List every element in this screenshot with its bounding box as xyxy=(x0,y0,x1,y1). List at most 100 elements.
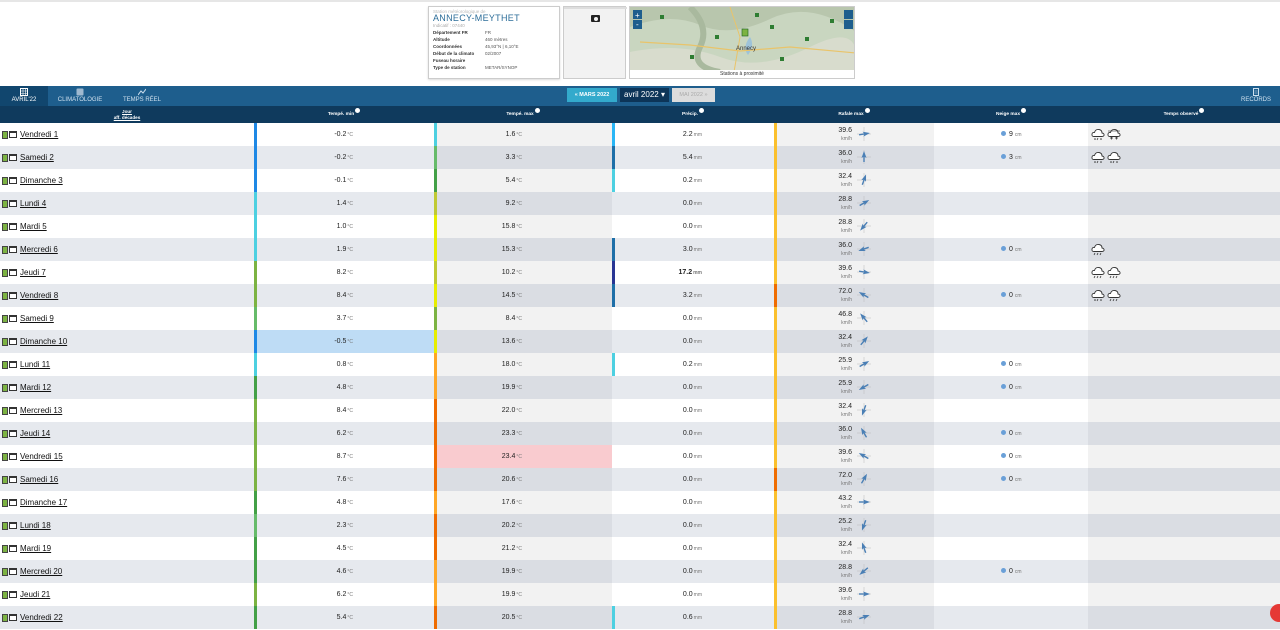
day-link[interactable]: Lundi 18 xyxy=(20,521,51,530)
calendar-icon[interactable] xyxy=(9,430,17,437)
calendar-icon[interactable] xyxy=(9,476,17,483)
weather-day-icon[interactable] xyxy=(2,521,8,530)
info-icon[interactable] xyxy=(864,108,870,113)
day-link[interactable]: Lundi 4 xyxy=(20,199,47,208)
weather-day-icon[interactable] xyxy=(2,383,8,392)
weather-day-icon[interactable] xyxy=(2,199,8,208)
current-month-select[interactable]: avril 2022 ▾ xyxy=(620,88,669,102)
day-link[interactable]: Dimanche 3 xyxy=(20,176,63,185)
day-link[interactable]: Mardi 12 xyxy=(20,383,52,392)
calendar-icon[interactable] xyxy=(9,384,17,391)
day-link[interactable]: Vendredi 15 xyxy=(20,452,63,461)
precip-unit: mm xyxy=(693,546,702,552)
col-precip[interactable]: Précip. xyxy=(612,106,774,123)
calendar-icon[interactable] xyxy=(9,614,17,621)
weather-day-icon[interactable] xyxy=(2,613,8,622)
weather-day-icon[interactable] xyxy=(2,567,8,576)
nearby-stations-map[interactable]: Annecy + - Stations à proximité xyxy=(629,6,855,79)
day-link[interactable]: Samedi 16 xyxy=(20,475,59,484)
info-icon[interactable] xyxy=(1021,108,1026,113)
col-weather[interactable]: Temps observé xyxy=(1088,106,1280,123)
weather-day-icon[interactable] xyxy=(2,268,8,277)
wind-direction-icon xyxy=(857,334,871,348)
day-link[interactable]: Vendredi 22 xyxy=(20,613,63,622)
info-icon[interactable] xyxy=(1199,108,1205,113)
day-link[interactable]: Jeudi 7 xyxy=(20,268,46,277)
weather-day-icon[interactable] xyxy=(2,176,8,185)
day-link[interactable]: Dimanche 10 xyxy=(20,337,68,346)
day-link[interactable]: Lundi 11 xyxy=(20,360,51,369)
weather-day-icon[interactable] xyxy=(2,498,8,507)
weather-day-icon[interactable] xyxy=(2,429,8,438)
day-link[interactable]: Jeudi 21 xyxy=(20,590,51,599)
tab-avril[interactable]: AVRIL'22 xyxy=(0,86,48,106)
calendar-icon[interactable] xyxy=(9,591,17,598)
weather-day-icon[interactable] xyxy=(2,590,8,599)
calendar-icon[interactable] xyxy=(9,177,17,184)
col-day[interactable]: Jour aff. décades xyxy=(0,106,254,123)
info-icon[interactable] xyxy=(355,108,361,113)
day-link[interactable]: Mardi 19 xyxy=(20,544,52,553)
calendar-icon[interactable] xyxy=(9,223,17,230)
tab-temps-reel[interactable]: TEMPS RÉEL xyxy=(114,86,170,106)
station-photo[interactable] xyxy=(563,6,627,79)
weather-day-icon[interactable] xyxy=(2,406,8,415)
precip-cell: 0.0mm xyxy=(612,445,774,468)
day-cell: Jeudi 7 xyxy=(0,261,254,284)
day-link[interactable]: Samedi 2 xyxy=(20,153,54,162)
calendar-icon[interactable] xyxy=(9,246,17,253)
prev-month-button[interactable]: « MARS 2022 xyxy=(567,88,617,102)
calendar-icon[interactable] xyxy=(9,453,17,460)
precip-value: 0.0mm xyxy=(612,583,702,606)
day-link[interactable]: Mercredi 20 xyxy=(20,567,63,576)
col-tmax[interactable]: Tempé. max xyxy=(434,106,612,123)
weather-day-icon[interactable] xyxy=(2,314,8,323)
day-link[interactable]: Samedi 9 xyxy=(20,314,54,323)
camera-icon[interactable] xyxy=(591,15,600,22)
col-tmin[interactable]: Tempé. min xyxy=(254,106,434,123)
calendar-icon[interactable] xyxy=(9,499,17,506)
weather-day-icon[interactable] xyxy=(2,360,8,369)
calendar-icon[interactable] xyxy=(9,315,17,322)
calendar-icon[interactable] xyxy=(9,407,17,414)
weather-day-icon[interactable] xyxy=(2,153,8,162)
day-link[interactable]: Mercredi 6 xyxy=(20,245,58,254)
calendar-icon[interactable] xyxy=(9,522,17,529)
weather-day-icon[interactable] xyxy=(2,337,8,346)
calendar-icon[interactable] xyxy=(9,131,17,138)
weather-day-icon[interactable] xyxy=(2,475,8,484)
weather-day-icon[interactable] xyxy=(2,245,8,254)
wind-value: 39.6 km/h xyxy=(774,123,852,146)
calendar-icon[interactable] xyxy=(9,269,17,276)
map-canvas[interactable]: Annecy + - xyxy=(630,7,855,72)
calendar-icon[interactable] xyxy=(9,200,17,207)
station-name[interactable]: ANNECY-MEYTHET xyxy=(433,13,520,23)
records-button[interactable]: RECORDS xyxy=(1236,86,1276,106)
info-icon[interactable] xyxy=(534,108,540,113)
col-snow[interactable]: Neige max xyxy=(934,106,1088,123)
day-link[interactable]: Mardi 5 xyxy=(20,222,47,231)
day-link[interactable]: Vendredi 8 xyxy=(20,291,59,300)
weather-day-icon[interactable] xyxy=(2,291,8,300)
calendar-icon[interactable] xyxy=(9,545,17,552)
floating-action-button[interactable] xyxy=(1270,604,1280,622)
calendar-icon[interactable] xyxy=(9,568,17,575)
day-link[interactable]: Jeudi 14 xyxy=(20,429,51,438)
calendar-icon[interactable] xyxy=(9,338,17,345)
next-month-button[interactable]: MAI 2022 » xyxy=(672,88,715,102)
calendar-icon[interactable] xyxy=(9,361,17,368)
day-cell: Samedi 9 xyxy=(0,307,254,330)
weather-day-icon[interactable] xyxy=(2,222,8,231)
weather-day-icon[interactable] xyxy=(2,130,8,139)
calendar-icon[interactable] xyxy=(9,154,17,161)
weather-day-icon[interactable] xyxy=(2,452,8,461)
col-day-decades-link[interactable]: aff. décades xyxy=(113,114,141,120)
tab-climatologie[interactable]: CLIMATOLOGIE xyxy=(52,86,108,106)
info-icon[interactable] xyxy=(699,108,704,113)
day-link[interactable]: Mercredi 13 xyxy=(20,406,63,415)
weather-day-icon[interactable] xyxy=(2,544,8,553)
day-link[interactable]: Dimanche 17 xyxy=(20,498,68,507)
calendar-icon[interactable] xyxy=(9,292,17,299)
day-link[interactable]: Vendredi 1 xyxy=(20,130,59,139)
col-wind[interactable]: Rafale max xyxy=(774,106,934,123)
